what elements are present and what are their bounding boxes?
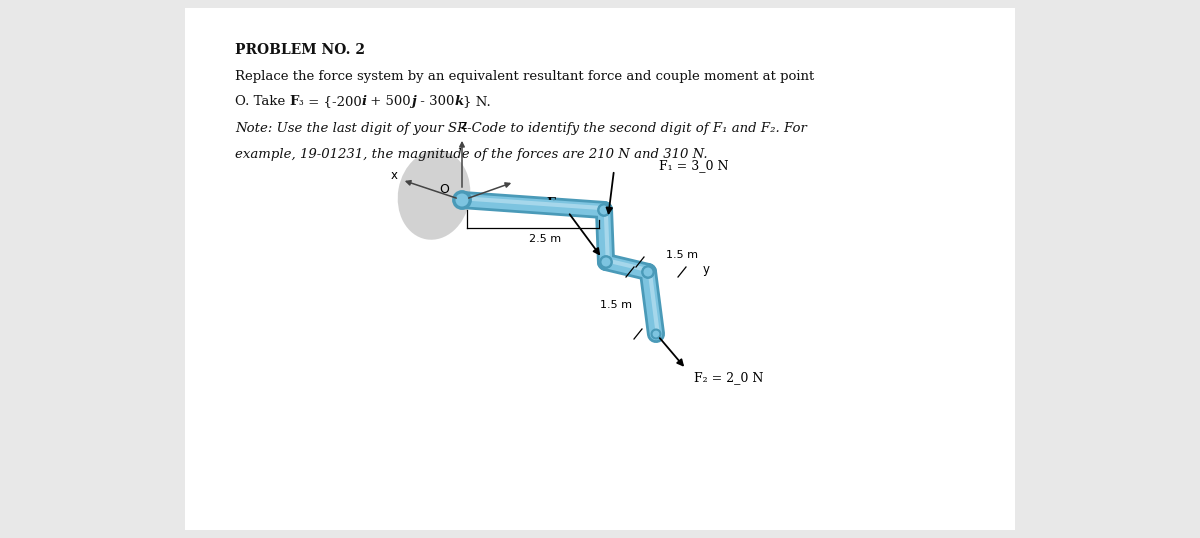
Text: PROBLEM NO. 2: PROBLEM NO. 2 (235, 43, 365, 57)
Text: = {-200: = {-200 (304, 95, 361, 108)
Text: z: z (461, 119, 467, 132)
Text: F₃: F₃ (547, 197, 562, 210)
Text: + 500: + 500 (366, 95, 410, 108)
Text: Note: Use the last digit of your SR-Code to identify the second digit of F₁ and : Note: Use the last digit of your SR-Code… (235, 122, 806, 135)
Text: 2.5 m: 2.5 m (529, 234, 562, 244)
Text: 1.5 m: 1.5 m (666, 250, 698, 260)
Circle shape (601, 258, 611, 266)
Circle shape (600, 206, 608, 215)
Text: F: F (289, 95, 299, 108)
Circle shape (643, 267, 653, 277)
Text: Replace the force system by an equivalent resultant force and couple moment at p: Replace the force system by an equivalen… (235, 70, 815, 83)
Text: x: x (390, 169, 397, 182)
Text: y: y (702, 264, 709, 277)
Text: 1.5 m: 1.5 m (600, 300, 632, 310)
Text: ₃: ₃ (299, 95, 304, 108)
Text: } N.: } N. (463, 95, 491, 108)
FancyBboxPatch shape (185, 8, 1015, 530)
Circle shape (456, 194, 468, 207)
Circle shape (598, 204, 611, 216)
Circle shape (452, 191, 472, 209)
Text: k: k (454, 95, 463, 108)
Text: - 300: - 300 (415, 95, 454, 108)
Text: example, 19-01231, the magnitude of the forces are 210 N and 310 N.: example, 19-01231, the magnitude of the … (235, 148, 708, 161)
Circle shape (652, 329, 661, 339)
Text: F₁ = 3_0 N: F₁ = 3_0 N (659, 159, 728, 173)
Ellipse shape (397, 150, 470, 240)
Text: j: j (410, 95, 415, 108)
Text: O. Take: O. Take (235, 95, 289, 108)
Text: F₂ = 2_0 N: F₂ = 2_0 N (694, 372, 763, 385)
Circle shape (653, 330, 660, 337)
Circle shape (600, 256, 612, 268)
Circle shape (642, 266, 654, 278)
Text: i: i (361, 95, 366, 108)
Text: O: O (439, 183, 449, 196)
